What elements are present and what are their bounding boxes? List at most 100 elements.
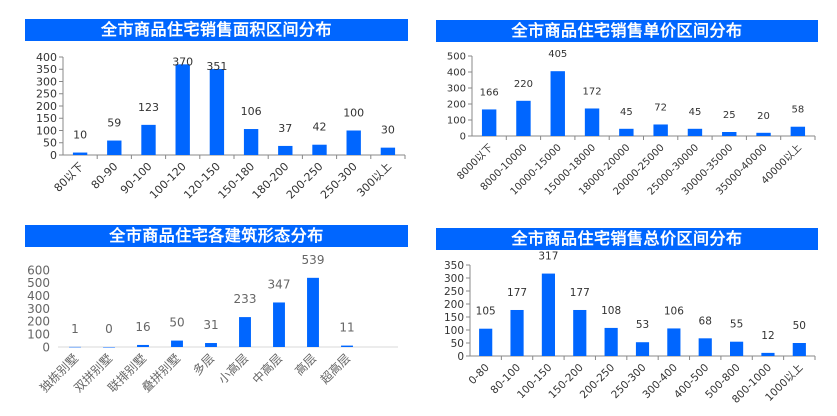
bar <box>573 309 587 356</box>
x-tick-label: 小高层 <box>215 351 251 387</box>
data-label: 42 <box>313 121 327 134</box>
y-tick-label: 100 <box>27 327 50 341</box>
y-tick-label: 300 <box>27 302 50 316</box>
bar <box>584 108 600 136</box>
bar <box>380 147 396 155</box>
bar <box>619 128 634 136</box>
data-label: 50 <box>169 316 184 330</box>
y-tick-label: 150 <box>36 112 57 125</box>
y-tick-label: 100 <box>447 116 466 127</box>
data-label: 45 <box>620 107 633 118</box>
bar <box>103 347 115 348</box>
bar <box>481 109 497 136</box>
bar <box>667 328 681 356</box>
data-label: 106 <box>664 305 684 317</box>
bar <box>273 302 285 347</box>
data-label: 347 <box>268 277 291 291</box>
y-tick-label: 50 <box>451 338 464 350</box>
data-label: 50 <box>793 320 806 332</box>
data-label: 37 <box>278 122 292 135</box>
bar <box>69 346 81 348</box>
bar <box>698 338 712 356</box>
data-label: 106 <box>241 105 262 118</box>
bar <box>792 343 806 356</box>
bar <box>175 64 190 155</box>
bar <box>312 144 327 155</box>
x-tick-label: 150-180 <box>216 160 258 202</box>
bar <box>141 124 156 155</box>
bar <box>790 126 806 136</box>
bar <box>730 341 744 356</box>
bar <box>756 132 771 136</box>
bar <box>479 328 493 356</box>
bar <box>346 130 361 155</box>
bar <box>307 277 319 347</box>
data-label: 1 <box>71 322 79 336</box>
data-label: 0 <box>105 322 113 336</box>
bar <box>137 344 149 347</box>
data-label: 100 <box>343 107 364 120</box>
x-tick-label: 300以上 <box>354 160 394 200</box>
data-label: 10 <box>73 129 87 142</box>
y-tick-label: 0 <box>457 351 464 363</box>
x-tick-label: 100-120 <box>147 160 189 202</box>
data-label: 220 <box>514 79 533 90</box>
bar <box>516 100 531 136</box>
data-label: 31 <box>203 318 218 332</box>
x-tick-label: 120-150 <box>181 160 223 202</box>
data-label: 68 <box>699 315 712 327</box>
y-tick-label: 200 <box>27 315 50 329</box>
x-tick-label: 中高层 <box>249 351 285 387</box>
data-label: 45 <box>689 107 702 118</box>
bar <box>341 345 353 347</box>
bar <box>761 352 775 356</box>
chart-title-total-price: 全市商品住宅销售总价区间分布 <box>436 228 818 250</box>
chart-title-building-type: 全市商品住宅各建筑形态分布 <box>25 225 408 247</box>
data-label: 16 <box>135 320 150 334</box>
x-tick-label: 多层 <box>190 351 217 378</box>
data-label: 25 <box>723 110 736 121</box>
y-tick-label: 400 <box>27 289 50 303</box>
bar <box>550 71 565 136</box>
data-label: 30 <box>381 124 395 137</box>
data-label: 58 <box>791 105 804 116</box>
chart-title-area: 全市商品住宅销售面积区间分布 <box>25 19 408 41</box>
bar <box>635 342 650 356</box>
y-tick-label: 250 <box>444 286 464 298</box>
data-label: 53 <box>636 319 649 331</box>
bar <box>510 309 524 356</box>
y-tick-label: 400 <box>36 51 57 64</box>
x-tick-label: 180-200 <box>250 160 292 202</box>
data-label: 123 <box>138 101 159 114</box>
bar <box>107 140 122 155</box>
y-tick-label: 600 <box>27 263 50 277</box>
y-tick-label: 350 <box>36 63 57 76</box>
y-tick-label: 300 <box>36 75 57 88</box>
x-tick-label: 80以下 <box>52 160 87 195</box>
y-tick-label: 200 <box>447 100 466 111</box>
data-label: 177 <box>570 287 590 299</box>
bar <box>209 69 225 155</box>
y-tick-label: 150 <box>444 312 464 324</box>
y-tick-label: 400 <box>447 68 466 79</box>
data-label: 108 <box>601 305 621 317</box>
bar <box>243 129 259 155</box>
y-tick-label: 200 <box>444 299 464 311</box>
x-tick-label: 超高层 <box>317 351 353 387</box>
data-label: 59 <box>107 117 121 130</box>
x-tick-label: 250-300 <box>318 160 360 202</box>
data-label: 72 <box>654 102 667 113</box>
data-label: 172 <box>583 86 602 97</box>
bar <box>171 340 183 347</box>
bar <box>604 327 618 356</box>
y-tick-label: 300 <box>447 84 466 95</box>
y-tick-label: 350 <box>444 260 464 272</box>
y-tick-label: 100 <box>36 124 57 137</box>
bar <box>541 273 555 356</box>
y-tick-label: 250 <box>36 88 57 101</box>
bar <box>653 124 668 136</box>
x-tick-label: 0-80 <box>466 362 491 387</box>
y-tick-label: 300 <box>444 273 464 285</box>
data-label: 539 <box>302 253 325 267</box>
y-tick-label: 0 <box>50 149 57 162</box>
